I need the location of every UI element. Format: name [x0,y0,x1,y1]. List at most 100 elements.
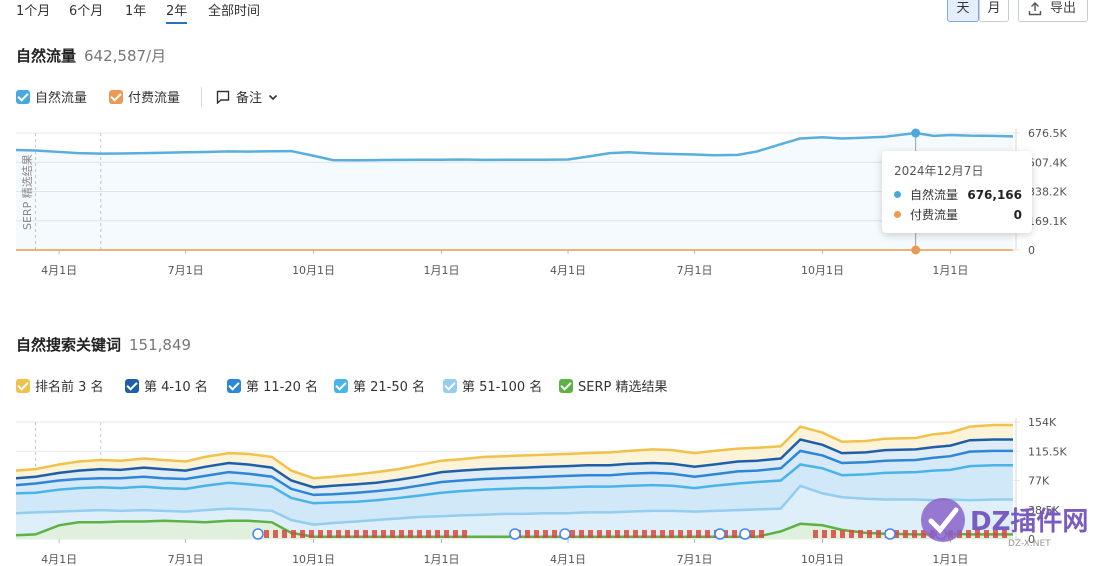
range-tab-1m[interactable]: 1个月 [16,4,51,19]
serp-feature-marker [813,530,818,538]
x-tick-label: 1月1日 [423,264,459,277]
serp-feature-marker [345,530,350,538]
export-button[interactable]: 导出 [1018,0,1088,22]
serp-feature-marker [588,530,593,538]
google-serp-icon [714,528,726,540]
tooltip-dot-icon [894,191,901,198]
y-tick-label: 0 [1028,533,1035,546]
granularity-month-button[interactable]: 月 [979,0,1009,22]
x-tick-label: 7月1日 [677,553,713,566]
serp-feature-marker [534,530,539,538]
chart-tooltip: 2024年12月7日 自然流量 676,166 付费流量 0 [882,151,1032,233]
legend-serp-features[interactable]: SERP 精选结果 [559,376,667,395]
series-line-organic-traffic [15,131,1014,162]
series-line-21-50 [15,463,1013,505]
serp-feature-marker [759,530,764,538]
serp-feature-marker [327,530,332,538]
serp-feature-marker [615,530,620,538]
range-tab-1y[interactable]: 1年 [125,4,147,19]
serp-feature-marker [822,530,827,538]
serp-feature-marker [669,530,674,538]
dz-watermark-logo: DZ插件网 DZ-X.NET [921,498,1088,549]
serp-feature-marker [318,530,323,538]
y-tick-label: 338.2K [1028,186,1067,199]
legend-11-20[interactable]: 第 11-20 名 [227,376,318,395]
serp-feature-marker [651,530,656,538]
watermark-sub: DZ-X.NET [1008,539,1051,549]
organic-keywords-value: 151,849 [129,336,192,354]
serp-feature-marker [354,530,359,538]
serp-feature-marker [597,530,602,538]
serp-feature-marker [525,530,530,538]
serp-feature-marker [264,530,269,538]
serp-feature-marker [831,530,836,538]
legend-11-20-label: 第 11-20 名 [246,380,319,395]
legend-51-100[interactable]: 第 51-100 名 [443,376,542,395]
upload-icon [1028,2,1042,16]
comment-icon [216,90,230,104]
legend-top3[interactable]: 排名前 3 名 [16,376,104,395]
serp-feature-marker [687,530,692,538]
checkbox-icon [443,378,457,393]
serp-feature-marker [570,530,575,538]
range-tab-all[interactable]: 全部时间 [208,4,261,19]
range-tab-2y[interactable]: 2年 [166,0,188,24]
serp-feature-marker [624,530,629,538]
serp-feature-marker [912,530,917,538]
y-tick-label: 507.4K [1028,156,1067,169]
serp-feature-marker [732,530,737,538]
serp-feature-marker [858,530,863,538]
serp-feature-marker [903,530,908,538]
serp-feature-marker [408,530,413,538]
x-tick-label: 4月1日 [41,553,77,566]
tooltip-paid-value: 0 [1013,207,1022,222]
legend-serp-features-label: SERP 精选结果 [578,380,668,395]
serp-feature-marker [282,530,287,538]
range-tab-6m[interactable]: 6个月 [69,4,104,19]
series-line-11-20 [15,449,1013,497]
serp-feature-marker [417,530,422,538]
x-tick-label: 10月1日 [292,553,335,566]
organic-traffic-chart: 676.5K 507.4K 338.2K 169.1K 0 4月1日 7月1日 10月1日 1月… [15,127,1067,277]
notes-dropdown[interactable]: 备注 [216,87,279,106]
x-tick-label: 10月1日 [292,264,335,277]
x-tick-label: 7月1日 [168,553,204,566]
series-line-4-10 [15,438,1013,489]
serp-feature-marker [291,530,296,538]
series-line-51-100 [15,484,1013,526]
serp-feature-marker [435,530,440,538]
hover-point-paid [911,245,921,255]
checkbox-icon [334,378,348,393]
serp-feature-marker [399,530,404,538]
legend-21-50[interactable]: 第 21-50 名 [334,376,425,395]
granularity-day-button[interactable]: 天 [947,0,979,22]
organic-traffic-title-text: 自然流量 [16,47,77,65]
organic-legend: 自然流量 付费流量 备注 [16,87,416,107]
legend-4-10[interactable]: 第 4-10 名 [125,376,208,395]
tooltip-dot-icon [894,211,901,218]
legend-organic-traffic[interactable]: 自然流量 [16,87,87,106]
serp-feature-marker [363,530,368,538]
serp-feature-marker [444,530,449,538]
legend-paid-traffic[interactable]: 付费流量 [109,87,180,106]
tooltip-date: 2024年12月7日 [894,164,984,178]
tooltip-row-organic: 自然流量 676,166 [894,186,1022,203]
serp-feature-marker [966,530,971,538]
serp-feature-marker [381,530,386,538]
keywords-legend: 排名前 3 名 第 4-10 名 第 11-20 名 第 21-50 名 第 5… [16,376,716,396]
legend-organic-traffic-label: 自然流量 [35,91,88,106]
serp-feature-marker [840,530,845,538]
export-label: 导出 [1050,1,1077,16]
serp-feature-marker [579,530,584,538]
organic-traffic-title: 自然流量 642,587/月 [16,45,166,66]
y-tick-label: 0 [1028,244,1035,257]
serp-feature-marker [984,530,989,538]
top-toolbar: 1个月 6个月 1年 2年 全部时间 天 月 导出 [0,0,1115,26]
serp-feature-marker [696,530,701,538]
serp-feature-marker [750,530,755,538]
serp-feature-marker [642,530,647,538]
checkbox-icon [559,378,573,393]
hover-point-organic [911,128,921,138]
legend-top3-label: 排名前 3 名 [35,380,104,395]
checkbox-icon [16,89,30,104]
